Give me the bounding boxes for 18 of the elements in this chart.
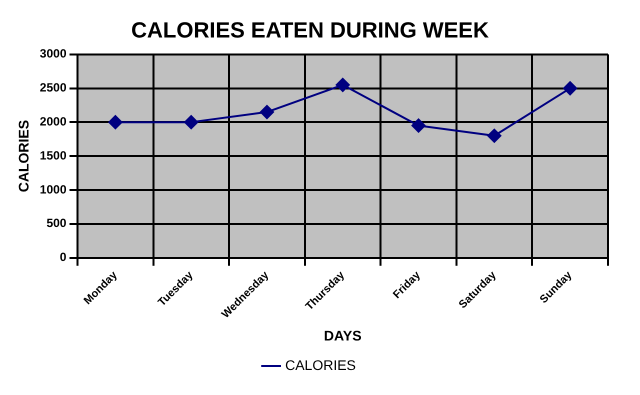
point bbox=[260, 105, 274, 120]
point bbox=[108, 115, 122, 130]
y-axis-title: CALORIES bbox=[15, 120, 32, 192]
x-axis-title: DAYS bbox=[324, 327, 362, 344]
point bbox=[184, 115, 198, 130]
y-tick-label: 1000 bbox=[40, 182, 67, 196]
point bbox=[412, 118, 426, 133]
y-tick-label: 2500 bbox=[40, 80, 67, 95]
point bbox=[487, 128, 502, 143]
y-tick-label: 500 bbox=[46, 216, 67, 230]
y-tick-label: 2000 bbox=[40, 114, 67, 129]
y-tick-label: 3000 bbox=[40, 46, 67, 61]
chart-title: CALORIES EATEN DURING WEEK bbox=[131, 17, 489, 42]
y-tick-label: 0 bbox=[60, 250, 67, 264]
legend-label: CALORIES bbox=[285, 356, 356, 373]
y-tick-label: 1500 bbox=[40, 148, 67, 162]
point bbox=[563, 81, 578, 96]
point bbox=[336, 78, 350, 92]
